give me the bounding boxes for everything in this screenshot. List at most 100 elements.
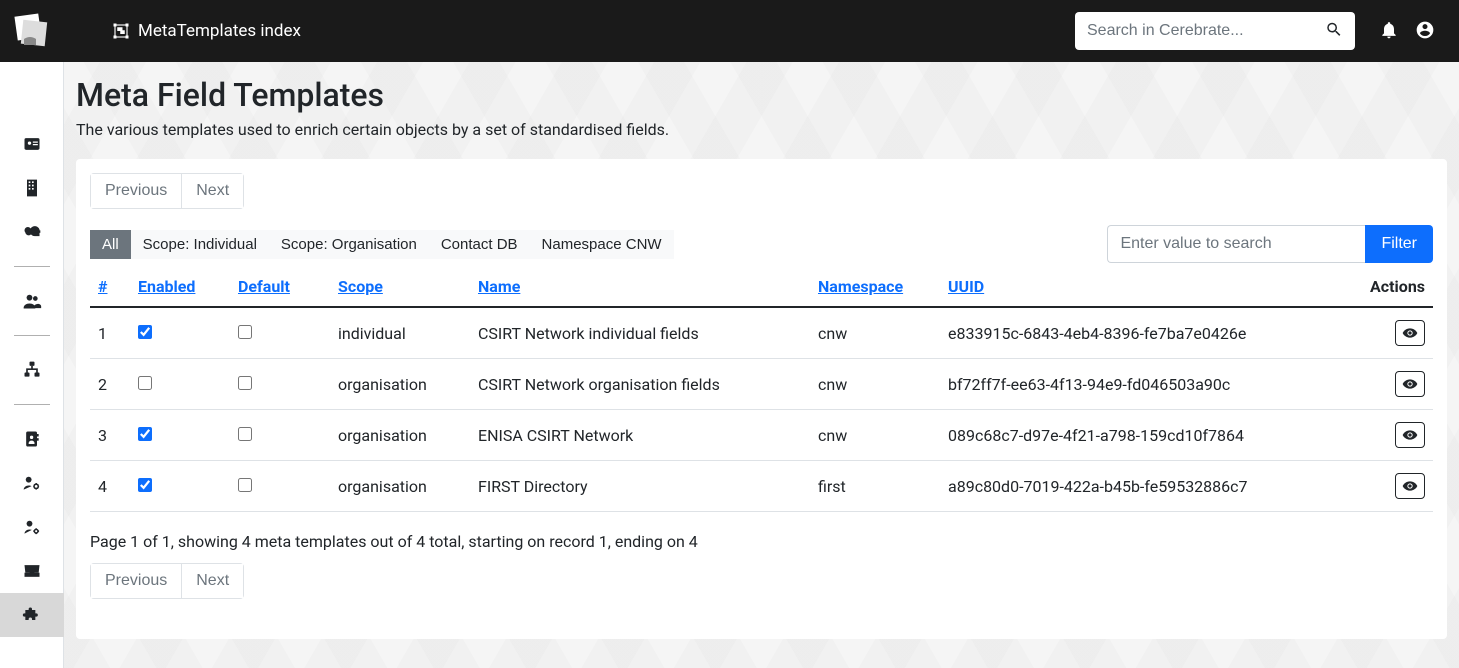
global-search [1075, 12, 1355, 50]
sidebar-item-roles[interactable] [0, 461, 64, 505]
default-checkbox[interactable] [238, 325, 252, 339]
cell-scope: organisation [330, 410, 470, 461]
col-scope[interactable]: Scope [338, 277, 383, 296]
filter-row: All Scope: Individual Scope: Organisatio… [90, 225, 1433, 263]
bell-icon [1379, 20, 1399, 40]
col-id[interactable]: # [98, 277, 107, 296]
table-row: 2 organisationCSIRT Network organisation … [90, 359, 1433, 410]
view-button[interactable] [1395, 320, 1425, 346]
notifications-button[interactable] [1371, 12, 1407, 51]
page-description: The various templates used to enrich cer… [76, 120, 1447, 139]
cell-scope: organisation [330, 359, 470, 410]
templates-table: # Enabled Default Scope Name Namespace U… [90, 267, 1433, 512]
global-search-button[interactable] [1321, 17, 1347, 46]
cell-namespace: first [810, 461, 940, 512]
cell-actions [1353, 461, 1433, 512]
cell-namespace: cnw [810, 410, 940, 461]
pager-previous[interactable]: Previous [91, 564, 181, 598]
pager-bottom: Previous Next [90, 563, 244, 599]
filter-tab-namespace-cnw[interactable]: Namespace CNW [530, 230, 674, 259]
default-checkbox[interactable] [238, 478, 252, 492]
cell-enabled [130, 410, 230, 461]
key-icon [22, 222, 42, 242]
col-uuid[interactable]: UUID [948, 277, 984, 296]
eye-icon [1402, 478, 1418, 494]
cell-namespace: cnw [810, 307, 940, 359]
table-row: 1 individualCSIRT Network individual fiel… [90, 307, 1433, 359]
default-checkbox[interactable] [238, 376, 252, 390]
sidebar-item-network[interactable] [0, 348, 64, 392]
enabled-checkbox[interactable] [138, 325, 152, 339]
users-icon [22, 291, 42, 311]
pager-previous[interactable]: Previous [91, 174, 181, 208]
sidebar [0, 62, 64, 668]
global-search-input[interactable] [1075, 12, 1355, 50]
pager-next[interactable]: Next [181, 564, 243, 598]
cell-name: CSIRT Network organisation fields [470, 359, 810, 410]
filter-tab-scope-organisation[interactable]: Scope: Organisation [269, 230, 429, 259]
enabled-checkbox[interactable] [138, 427, 152, 441]
network-icon [22, 360, 42, 380]
app-logo[interactable] [0, 0, 64, 62]
main-content: Meta Field Templates The various templat… [64, 62, 1459, 668]
cell-scope: individual [330, 307, 470, 359]
cell-default [230, 307, 330, 359]
user-circle-icon [1415, 20, 1435, 40]
logo-icon [12, 11, 52, 51]
table-search-input[interactable] [1107, 225, 1365, 263]
address-book-icon [22, 429, 42, 449]
cell-name: CSIRT Network individual fields [470, 307, 810, 359]
object-group-icon [112, 22, 130, 40]
address-card-icon [22, 134, 42, 154]
sidebar-divider [14, 266, 50, 267]
col-enabled[interactable]: Enabled [138, 277, 195, 296]
cell-namespace: cnw [810, 359, 940, 410]
content-card: Previous Next All Scope: Individual Scop… [76, 159, 1447, 639]
col-default[interactable]: Default [238, 277, 290, 296]
sidebar-item-metatemplates[interactable] [0, 593, 64, 637]
table-row: 4organisationFIRST Directoryfirsta89c80d… [90, 461, 1433, 512]
account-button[interactable] [1407, 12, 1443, 51]
cell-name: ENISA CSIRT Network [470, 410, 810, 461]
sidebar-item-contacts[interactable] [0, 122, 64, 166]
filter-button[interactable]: Filter [1365, 225, 1433, 263]
col-actions: Actions [1353, 267, 1433, 307]
filter-tabs: All Scope: Individual Scope: Organisatio… [90, 230, 674, 259]
sidebar-item-usersettings[interactable] [0, 505, 64, 549]
pagination-summary: Page 1 of 1, showing 4 meta templates ou… [90, 532, 1433, 551]
sidebar-item-contact-book[interactable] [0, 417, 64, 461]
cell-default [230, 359, 330, 410]
sidebar-item-users[interactable] [0, 279, 64, 323]
pager-next[interactable]: Next [181, 174, 243, 208]
col-name[interactable]: Name [478, 277, 520, 296]
filter-tab-all[interactable]: All [90, 230, 131, 259]
eye-icon [1402, 376, 1418, 392]
eye-icon [1402, 427, 1418, 443]
col-namespace[interactable]: Namespace [818, 277, 903, 296]
cell-default [230, 410, 330, 461]
default-checkbox[interactable] [238, 427, 252, 441]
pager-top: Previous Next [90, 173, 244, 209]
view-button[interactable] [1395, 371, 1425, 397]
search-filter: Filter [1107, 225, 1433, 263]
filter-tab-contactdb[interactable]: Contact DB [429, 230, 530, 259]
sidebar-item-orgs[interactable] [0, 166, 64, 210]
cell-uuid: bf72ff7f-ee63-4f13-94e9-fd046503a90c [940, 359, 1353, 410]
cell-id: 1 [90, 307, 130, 359]
sidebar-divider [14, 404, 50, 405]
enabled-checkbox[interactable] [138, 376, 152, 390]
cell-uuid: a89c80d0-7019-422a-b45b-fe59532886c7 [940, 461, 1353, 512]
cell-actions [1353, 359, 1433, 410]
sidebar-divider [14, 335, 50, 336]
cell-id: 2 [90, 359, 130, 410]
sidebar-item-inbox[interactable] [0, 549, 64, 593]
filter-tab-scope-individual[interactable]: Scope: Individual [131, 230, 269, 259]
cell-id: 3 [90, 410, 130, 461]
page-title: Meta Field Templates [76, 76, 1447, 114]
view-button[interactable] [1395, 473, 1425, 499]
view-button[interactable] [1395, 422, 1425, 448]
cell-name: FIRST Directory [470, 461, 810, 512]
enabled-checkbox[interactable] [138, 478, 152, 492]
topbar: MetaTemplates index [0, 0, 1459, 62]
sidebar-item-keys[interactable] [0, 210, 64, 254]
